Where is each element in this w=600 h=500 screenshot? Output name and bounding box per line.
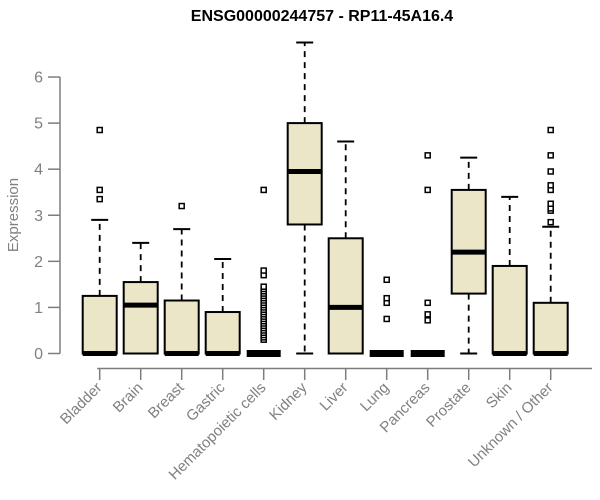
iqr-box <box>491 264 528 355</box>
iqr-box <box>122 281 159 355</box>
box-skin <box>491 195 528 356</box>
y-tick-label: 4 <box>34 162 43 179</box>
x-tick-label-skin: Skin <box>483 379 516 412</box>
iqr-box <box>327 237 364 355</box>
outlier-point <box>96 126 103 134</box>
outlier-point <box>547 218 554 226</box>
iqr-box <box>163 299 200 355</box>
y-tick-label: 6 <box>34 70 43 87</box>
y-tick-label: 1 <box>34 300 43 317</box>
iqr-box <box>204 311 241 355</box>
y-tick-label: 0 <box>34 346 43 363</box>
outlier-point <box>424 311 431 318</box>
box-prostate <box>450 156 487 355</box>
outlier-point <box>383 315 390 323</box>
y-tick-label: 2 <box>34 254 43 271</box>
y-axis-label: Expression <box>5 177 22 253</box>
outlier-point <box>424 152 431 159</box>
iqr-box <box>450 188 487 295</box>
outlier-point <box>260 186 267 194</box>
x-tick-label-lung: Lung <box>357 379 393 415</box>
box-bladder <box>81 126 118 356</box>
box-hematopoietic-cells <box>246 186 281 357</box>
outlier-point <box>547 126 554 134</box>
x-tick-label-bladder: Bladder <box>57 379 106 428</box>
x-tick-label-brain: Brain <box>110 379 147 416</box>
x-tick-label-liver: Liver <box>317 379 352 414</box>
y-tick-label: 3 <box>34 208 43 225</box>
outlier-point <box>547 200 554 207</box>
box-kidney <box>286 41 323 355</box>
box-liver <box>327 140 364 355</box>
outlier-point <box>383 294 390 302</box>
y-axis: 0 1 2 3 4 5 6 <box>34 70 61 363</box>
outlier-point <box>260 283 267 290</box>
outlier-point <box>424 299 431 307</box>
box-breast <box>163 202 200 356</box>
outlier-point <box>96 195 103 203</box>
outlier-point <box>547 182 554 189</box>
box-lung <box>369 276 404 357</box>
x-tick-label-breast: Breast <box>145 379 188 422</box>
outlier-point <box>178 202 185 210</box>
box-pancreas <box>410 152 445 357</box>
box-unknown-other <box>532 126 569 356</box>
iqr-box <box>81 294 118 355</box>
outlier-point <box>260 267 267 274</box>
box-gastric <box>204 258 241 356</box>
x-tick-label-prostate: Prostate <box>423 379 475 431</box>
box-brain <box>122 241 159 355</box>
outlier-point <box>547 168 554 175</box>
x-tick-label-kidney: Kidney <box>266 379 311 424</box>
iqr-box <box>532 301 569 355</box>
outlier-point <box>424 186 431 194</box>
outlier-point <box>383 276 390 284</box>
outlier-point <box>547 152 554 159</box>
outlier-point <box>424 317 431 324</box>
y-tick-label: 5 <box>34 116 43 133</box>
chart-title: ENSG00000244757 - RP11-45A16.4 <box>190 8 454 25</box>
outlier-point <box>96 186 103 194</box>
